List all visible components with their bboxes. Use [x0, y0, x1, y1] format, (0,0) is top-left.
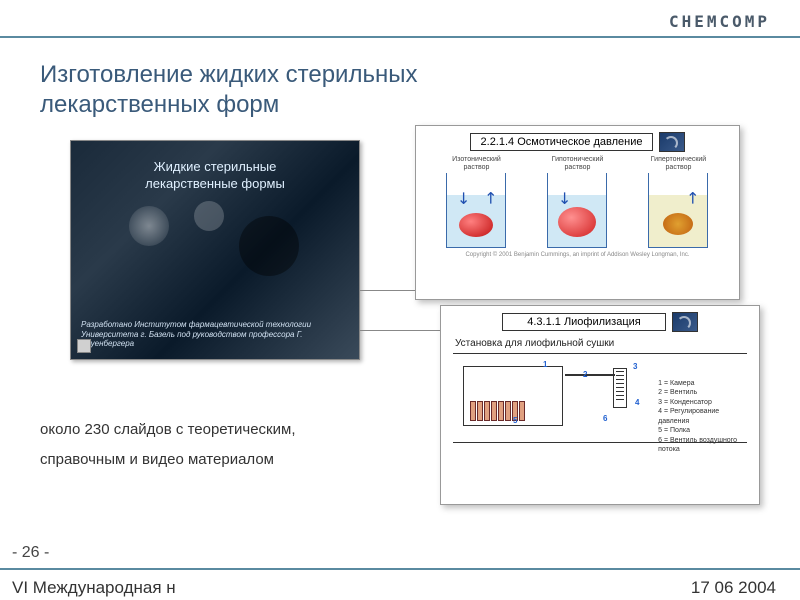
- desc-line-2: справочным и видео материалом: [40, 445, 295, 475]
- diagram-number: 3: [633, 362, 637, 371]
- title-line-1: Изготовление жидких стерильных: [40, 61, 417, 88]
- logo: CHEMCOMP: [669, 12, 770, 31]
- connector-line: [360, 290, 420, 291]
- diagram-number: 2: [583, 370, 587, 379]
- arrow-icon: ↘: [452, 187, 476, 211]
- pipe-icon: [565, 374, 615, 376]
- bottom-divider: [0, 568, 800, 570]
- connector-line: [360, 330, 440, 331]
- arrow-icon: ↘: [479, 187, 503, 211]
- page-number: - 26 -: [12, 544, 49, 562]
- date-label: 17 06 2004: [691, 578, 776, 598]
- beaker-icon: ↘: [648, 173, 708, 248]
- top-divider: [0, 36, 800, 38]
- title-line-2: лекарственных форм: [40, 91, 279, 118]
- thumb-title-2: лекарственные формы: [145, 176, 285, 191]
- header-icon: [659, 132, 685, 152]
- thumbnail-badge-icon: [77, 339, 91, 353]
- conference-label: VI Международная н: [12, 578, 176, 598]
- diagram-number: 6: [603, 414, 607, 423]
- cell-icon: [459, 213, 493, 237]
- page-title: Изготовление жидких стерильных лекарстве…: [40, 60, 417, 120]
- diagram-number: 5: [513, 416, 517, 425]
- thumb-title-1: Жидкие стерильные: [154, 159, 277, 174]
- header-icon: [672, 312, 698, 332]
- thumbnail-caption: Разработано Институтом фармацевтической …: [81, 320, 349, 349]
- osmotic-card: 2.2.1.4 Осмотическое давление Изотоничес…: [415, 125, 740, 300]
- lyo-header-label: 4.3.1.1 Лиофилизация: [502, 313, 666, 331]
- main-thumbnail: Жидкие стерильные лекарственные формы Ра…: [70, 140, 360, 360]
- card-header: 4.3.1.1 Лиофилизация: [451, 312, 749, 332]
- beaker-label: Гипертонический раствор: [633, 156, 724, 171]
- lyo-diagram: 1 2 3 4 5 6 1 = Камера 2 = Вентиль 3 = К…: [453, 353, 747, 443]
- beaker-icon: ↘ ↘: [446, 173, 506, 248]
- description-text: около 230 слайдов с теоретическим, справ…: [40, 415, 295, 475]
- beaker-label: Изотонический раствор: [431, 156, 522, 171]
- osmotic-header-label: 2.2.1.4 Осмотическое давление: [470, 133, 654, 151]
- cell-icon: [558, 207, 596, 237]
- beakers-row: Изотонический раствор ↘ ↘ Гипотонический…: [426, 156, 729, 248]
- arrow-icon: ↘: [681, 187, 705, 211]
- lyophilization-card: 4.3.1.1 Лиофилизация Установка для лиофи…: [440, 305, 760, 505]
- beaker-hypotonic: Гипотонический раствор ↘: [532, 156, 623, 248]
- thumbnail-title: Жидкие стерильные лекарственные формы: [71, 159, 359, 193]
- diagram-legend: 1 = Камера 2 = Вентиль 3 = Конденсатор 4…: [658, 379, 737, 455]
- beaker-icon: ↘: [547, 173, 607, 248]
- copyright-text: Copyright © 2001 Benjamin Cummings, an i…: [416, 252, 739, 258]
- beaker-hypertonic: Гипертонический раствор ↘: [633, 156, 724, 248]
- condenser-icon: [613, 368, 627, 408]
- diagram-number: 4: [635, 398, 639, 407]
- diagram-number: 1: [543, 360, 547, 369]
- desc-line-1: около 230 слайдов с теоретическим,: [40, 415, 295, 445]
- cell-icon: [663, 213, 693, 235]
- beaker-label: Гипотонический раствор: [532, 156, 623, 171]
- lyo-subtitle: Установка для лиофильной сушки: [455, 338, 759, 349]
- beaker-isotonic: Изотонический раствор ↘ ↘: [431, 156, 522, 248]
- card-header: 2.2.1.4 Осмотическое давление: [426, 132, 729, 152]
